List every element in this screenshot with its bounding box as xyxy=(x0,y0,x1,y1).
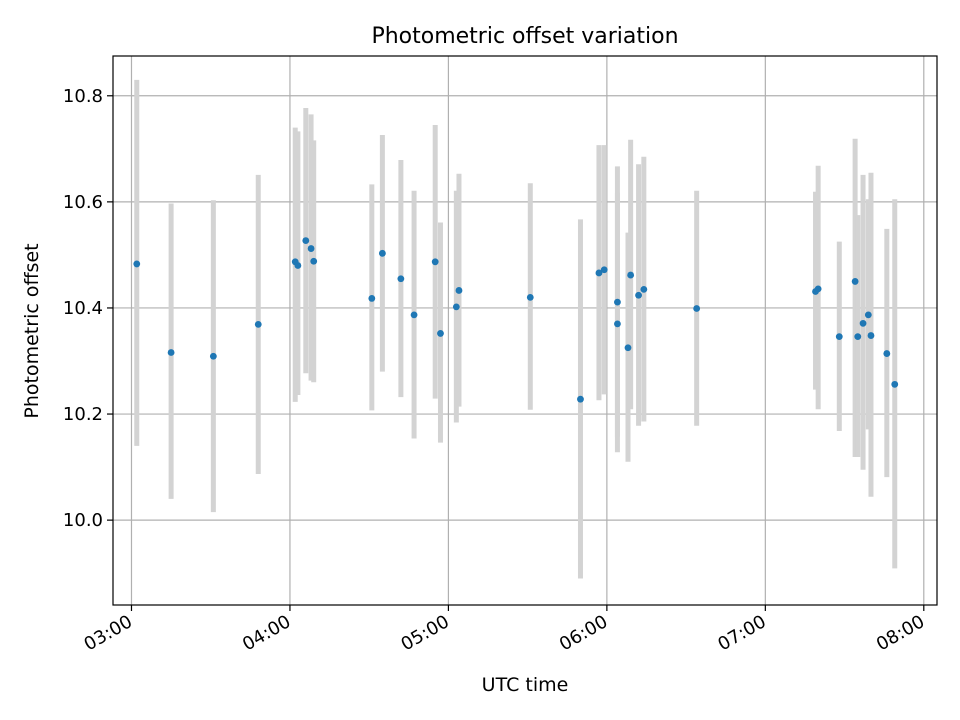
grid xyxy=(113,56,937,605)
data-point xyxy=(133,260,141,268)
data-point xyxy=(614,320,621,328)
data-point xyxy=(640,285,648,293)
data-point xyxy=(864,311,872,319)
data-point xyxy=(526,293,534,301)
data-point xyxy=(891,380,899,388)
data-point xyxy=(431,258,439,266)
y-axis-ticks: 10.0 10.2 10.4 10.6 10.8 xyxy=(63,86,113,531)
data-point xyxy=(614,298,621,306)
data-point xyxy=(437,330,444,337)
data-point xyxy=(859,319,867,327)
y-tick-label: 10.2 xyxy=(63,404,103,425)
data-point xyxy=(867,332,875,339)
data-point xyxy=(410,311,418,319)
data-point xyxy=(302,237,310,244)
data-point xyxy=(452,303,460,311)
data-point xyxy=(397,275,405,283)
data-point xyxy=(310,257,318,265)
y-axis-label: Photometric offset xyxy=(21,243,43,418)
y-tick-label: 10.8 xyxy=(63,86,103,107)
x-axis-label: UTC time xyxy=(482,674,569,696)
data-point xyxy=(835,333,843,340)
data-point xyxy=(854,333,862,340)
data-point xyxy=(627,271,635,279)
y-tick-label: 10.4 xyxy=(63,298,103,319)
data-point xyxy=(600,266,608,274)
data-point xyxy=(294,262,302,269)
data-point xyxy=(851,278,859,285)
data-point xyxy=(814,285,822,293)
data-point xyxy=(378,249,386,257)
chart-title: Photometric offset variation xyxy=(371,24,678,49)
data-point xyxy=(883,350,891,357)
y-tick-label: 10.6 xyxy=(63,192,103,213)
data-point xyxy=(368,295,376,302)
y-tick-label: 10.0 xyxy=(63,510,103,531)
data-point xyxy=(254,321,262,328)
data-point xyxy=(577,395,584,403)
data-point xyxy=(635,291,642,299)
data-point xyxy=(693,305,701,312)
data-point xyxy=(307,245,315,252)
data-points xyxy=(133,237,899,403)
data-point xyxy=(209,352,217,360)
plot-frame xyxy=(112,55,938,606)
data-point xyxy=(167,349,175,356)
data-point xyxy=(595,269,603,277)
data-point xyxy=(624,344,632,352)
data-point xyxy=(455,287,463,294)
